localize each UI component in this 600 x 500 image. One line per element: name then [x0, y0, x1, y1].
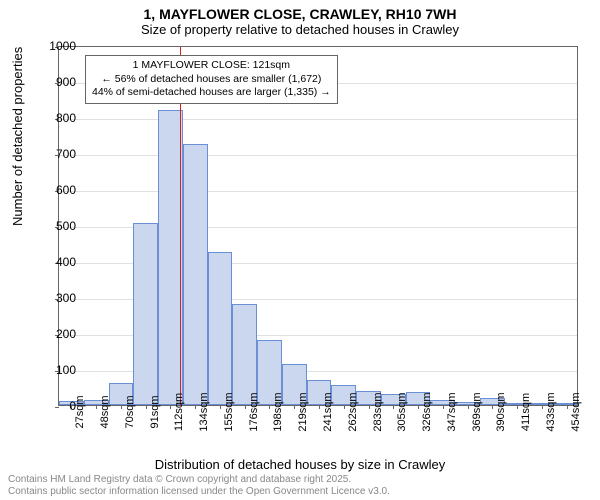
xtick-label: 198sqm: [272, 392, 284, 431]
ytick-label: 300: [46, 291, 76, 305]
xtick-label: 326sqm: [421, 392, 433, 431]
xtick-label: 262sqm: [347, 392, 359, 431]
annotation-line: 44% of semi-detached houses are larger (…: [92, 86, 331, 100]
chart-title-sub: Size of property relative to detached ho…: [0, 22, 600, 41]
ytick-label: 700: [46, 147, 76, 161]
footer-line2: Contains public sector information licen…: [8, 486, 390, 498]
xtick-mark: [96, 405, 97, 409]
footer-attribution: Contains HM Land Registry data © Crown c…: [8, 474, 390, 498]
xtick-mark: [195, 405, 196, 409]
xtick-label: 91sqm: [149, 395, 161, 428]
gridline: [59, 119, 577, 120]
xtick-mark: [418, 405, 419, 409]
histogram-bar: [208, 252, 233, 405]
xtick-mark: [269, 405, 270, 409]
xtick-mark: [245, 405, 246, 409]
gridline: [59, 155, 577, 156]
xtick-label: 390sqm: [495, 392, 507, 431]
annotation-box: 1 MAYFLOWER CLOSE: 121sqm← 56% of detach…: [85, 55, 338, 104]
gridline: [59, 191, 577, 192]
histogram-bar: [158, 110, 183, 405]
xtick-mark: [220, 405, 221, 409]
xtick-label: 70sqm: [124, 395, 136, 428]
xtick-label: 134sqm: [198, 392, 210, 431]
xtick-mark: [468, 405, 469, 409]
y-axis-label: Number of detached properties: [10, 47, 25, 226]
xtick-mark: [369, 405, 370, 409]
chart-title-main: 1, MAYFLOWER CLOSE, CRAWLEY, RH10 7WH: [0, 0, 600, 22]
xtick-label: 48sqm: [99, 395, 111, 428]
ytick-label: 500: [46, 219, 76, 233]
footer-line1: Contains HM Land Registry data © Crown c…: [8, 474, 390, 486]
ytick-label: 1000: [46, 39, 76, 53]
xtick-mark: [170, 405, 171, 409]
xtick-label: 305sqm: [396, 392, 408, 431]
x-axis-label: Distribution of detached houses by size …: [0, 457, 600, 472]
xtick-label: 219sqm: [297, 392, 309, 431]
ytick-label: 200: [46, 327, 76, 341]
histogram-bar: [232, 304, 257, 405]
xtick-label: 27sqm: [74, 395, 86, 428]
ytick-label: 400: [46, 255, 76, 269]
xtick-label: 283sqm: [372, 392, 384, 431]
annotation-line: 1 MAYFLOWER CLOSE: 121sqm: [92, 59, 331, 73]
xtick-mark: [294, 405, 295, 409]
xtick-mark: [121, 405, 122, 409]
xtick-mark: [517, 405, 518, 409]
xtick-mark: [344, 405, 345, 409]
xtick-label: 411sqm: [520, 393, 532, 431]
xtick-mark: [567, 405, 568, 409]
xtick-label: 369sqm: [471, 392, 483, 431]
ytick-label: 0: [46, 399, 76, 413]
xtick-label: 155sqm: [223, 392, 235, 431]
annotation-line: ← 56% of detached houses are smaller (1,…: [92, 73, 331, 87]
histogram-bar: [133, 223, 158, 405]
xtick-label: 454sqm: [570, 392, 582, 431]
xtick-mark: [492, 405, 493, 409]
chart-plot-area: 1 MAYFLOWER CLOSE: 121sqm← 56% of detach…: [58, 46, 578, 406]
ytick-label: 900: [46, 75, 76, 89]
ytick-label: 800: [46, 111, 76, 125]
xtick-mark: [393, 405, 394, 409]
xtick-label: 176sqm: [248, 392, 260, 431]
histogram-bar: [183, 144, 208, 405]
ytick-label: 100: [46, 363, 76, 377]
xtick-mark: [542, 405, 543, 409]
xtick-mark: [146, 405, 147, 409]
xtick-mark: [443, 405, 444, 409]
xtick-label: 433sqm: [545, 392, 557, 431]
xtick-label: 347sqm: [446, 392, 458, 431]
xtick-mark: [319, 405, 320, 409]
ytick-label: 600: [46, 183, 76, 197]
xtick-label: 112sqm: [173, 393, 185, 431]
xtick-label: 241sqm: [322, 392, 334, 431]
